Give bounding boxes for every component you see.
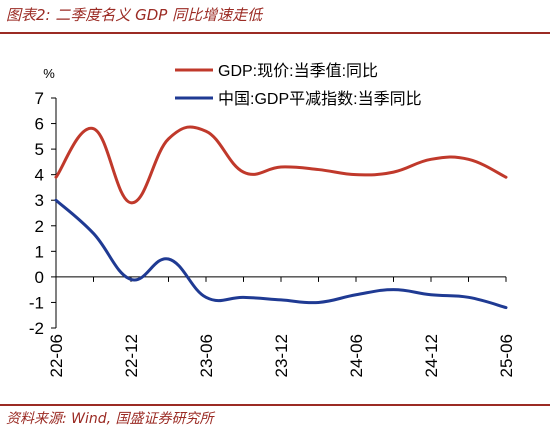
y-tick-label: 5 bbox=[35, 140, 44, 159]
y-tick-label: 6 bbox=[35, 115, 44, 134]
y-tick-label: -2 bbox=[29, 319, 44, 338]
x-tick-label: 22-06 bbox=[47, 334, 66, 377]
y-tick-label: 7 bbox=[35, 89, 44, 108]
figure-title: 图表2: 二季度名义 GDP 同比增速走低 bbox=[6, 6, 263, 24]
x-tick-label: 22-12 bbox=[122, 334, 141, 377]
y-tick-label: 4 bbox=[35, 166, 44, 185]
legend-label-1: GDP:现价:当季值:同比 bbox=[218, 62, 378, 80]
x-axis: 22-06 22-12 23-06 23-12 24-06 24-12 25-06 bbox=[47, 276, 516, 377]
x-tick-label: 24-12 bbox=[422, 334, 441, 377]
x-tick-label: 23-06 bbox=[197, 334, 216, 377]
series-line-1 bbox=[54, 125, 508, 205]
y-tick-label: 0 bbox=[35, 268, 44, 287]
y-axis: % -2 -1 0 1 2 3 4 5 6 7 bbox=[29, 66, 57, 338]
legend-label-2: 中国:GDP平减指数:当季同比 bbox=[218, 90, 422, 108]
x-tick-label: 23-12 bbox=[272, 334, 291, 377]
source-note: 资料来源: Wind, 国盛证券研究所 bbox=[6, 411, 214, 427]
series-line-2 bbox=[54, 198, 508, 310]
y-axis-unit-label: % bbox=[43, 66, 55, 81]
source-rule bbox=[0, 404, 550, 406]
y-tick-label: 1 bbox=[35, 242, 44, 261]
y-tick-label: 2 bbox=[35, 217, 44, 236]
x-tick-label: 25-06 bbox=[497, 334, 516, 377]
y-tick-label: -1 bbox=[29, 293, 44, 312]
title-rule bbox=[0, 32, 550, 34]
y-tick-label: 3 bbox=[35, 191, 44, 210]
series-layer bbox=[54, 125, 508, 310]
x-tick-label: 24-06 bbox=[347, 334, 366, 377]
